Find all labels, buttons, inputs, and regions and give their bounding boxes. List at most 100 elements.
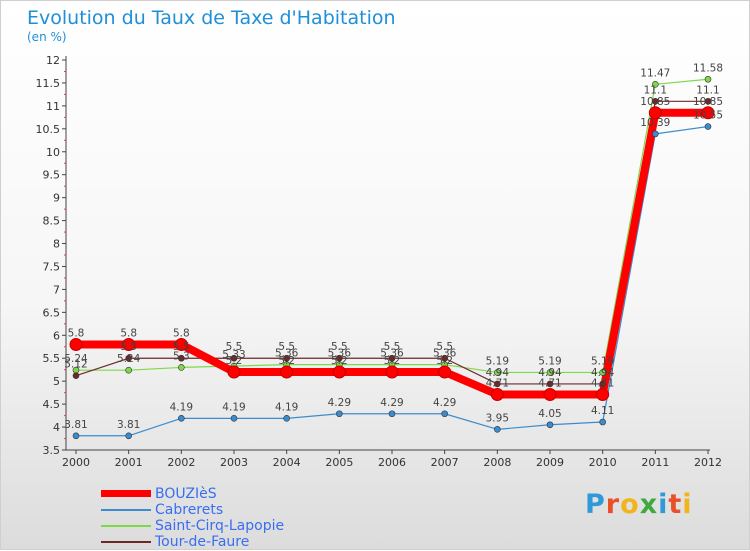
data-label-saint-cirq-lapopie-2005: 5.36 <box>328 348 352 360</box>
point-tour-de-faure-2003 <box>230 354 238 362</box>
point-cabrerets-2004 <box>283 415 290 422</box>
data-label-cabrerets-2001: 3.81 <box>117 419 140 431</box>
data-label-saint-cirq-lapopie-2000: 5.24 <box>64 353 88 365</box>
point-cabrerets-2002 <box>178 415 185 422</box>
y-tick-label-10: 8.5 <box>43 215 61 228</box>
point-tour-de-faure-2012 <box>704 97 712 105</box>
legend-item-bouzies: BOUZIèS <box>101 486 321 502</box>
legend-swatch-tour-de-faure <box>101 541 151 543</box>
y-tick-label-16: 11.5 <box>36 77 61 90</box>
data-label-bouzies-2010: 4.71 <box>591 377 614 389</box>
legend-item-cabrerets: Cabrerets <box>101 502 321 518</box>
y-tick-label-2: 4.5 <box>43 398 61 411</box>
data-label-cabrerets-2003: 4.19 <box>222 401 245 413</box>
point-cabrerets-2003 <box>230 415 238 422</box>
point-cabrerets-2001 <box>125 432 132 440</box>
chart-subtitle: (en %) <box>27 30 67 44</box>
point-bouzies-2009 <box>543 387 557 401</box>
x-tick-label-2001: 2001 <box>115 456 143 469</box>
point-tour-de-faure-2009 <box>546 380 554 388</box>
point-cabrerets-2000 <box>72 432 80 440</box>
data-label-bouzies-2000: 5.8 <box>68 327 85 339</box>
y-tick-label-6: 6.5 <box>43 306 61 319</box>
data-label-tour-de-faure-2005: 5.5 <box>331 341 348 353</box>
data-label-saint-cirq-lapopie-2006: 5.36 <box>380 348 404 360</box>
legend-item-saint-cirq-lapopie: Saint-Cirq-Lapopie <box>101 518 321 534</box>
point-tour-de-faure-2006 <box>388 354 396 362</box>
y-tick-label-1: 4 <box>53 421 60 434</box>
point-cabrerets-2005 <box>336 410 343 418</box>
point-bouzies-2008 <box>490 387 504 401</box>
point-bouzies-2010 <box>596 387 610 401</box>
point-bouzies-2011 <box>648 106 662 120</box>
data-label-bouzies-2009: 4.71 <box>538 377 561 389</box>
x-tick-label-2005: 2005 <box>325 456 353 469</box>
y-tick-label-8: 7.5 <box>43 260 61 273</box>
data-label-bouzies-2002: 5.8 <box>173 327 190 339</box>
chart-legend: BOUZIèS Cabrerets Saint-Cirq-Lapopie Tou… <box>101 486 321 550</box>
point-bouzies-2003 <box>227 365 241 379</box>
x-tick-label-2003: 2003 <box>220 456 248 469</box>
data-label-saint-cirq-lapopie-2003: 5.33 <box>222 349 245 361</box>
data-label-tour-de-faure-2001: 5.5 <box>120 341 137 353</box>
point-tour-de-faure-2001 <box>125 354 132 362</box>
legend-swatch-saint-cirq-lapopie <box>101 525 151 527</box>
data-label-saint-cirq-lapopie-2007: 5.36 <box>433 348 457 360</box>
point-cabrerets-2009 <box>546 421 554 429</box>
point-bouzies-2000 <box>69 337 83 351</box>
y-tick-label-17: 12 <box>46 54 60 67</box>
y-tick-label-7: 7 <box>53 283 60 296</box>
point-bouzies-2005 <box>332 365 346 379</box>
data-label-cabrerets-2006: 4.29 <box>380 397 403 409</box>
point-tour-de-faure-2005 <box>336 354 343 362</box>
y-tick-label-3: 5 <box>53 375 60 388</box>
proxiti-logo: Proxiti <box>585 489 693 520</box>
point-saint-cirq-lapopie-2009 <box>546 369 554 376</box>
y-tick-label-0: 3.5 <box>43 444 61 457</box>
data-label-tour-de-faure-2000: 5.12 <box>64 359 87 371</box>
y-tick-label-15: 11 <box>46 100 60 113</box>
point-saint-cirq-lapopie-2010 <box>599 369 606 376</box>
data-label-cabrerets-2012: 10.55 <box>693 110 723 122</box>
data-label-cabrerets-2007: 4.29 <box>433 397 456 409</box>
data-label-bouzies-2008: 4.71 <box>486 377 509 389</box>
point-tour-de-faure-2002 <box>178 354 185 362</box>
point-bouzies-2007 <box>438 365 452 379</box>
data-label-cabrerets-2004: 4.19 <box>275 401 298 413</box>
x-tick-label-2006: 2006 <box>378 456 406 469</box>
point-tour-de-faure-2000 <box>72 372 80 379</box>
data-label-bouzies-2001: 5.8 <box>120 327 137 339</box>
point-cabrerets-2007 <box>441 410 448 418</box>
point-saint-cirq-lapopie-2012 <box>704 75 712 83</box>
point-cabrerets-2012 <box>704 123 712 130</box>
point-saint-cirq-lapopie-2011 <box>652 81 659 88</box>
data-label-tour-de-faure-2010: 4.94 <box>591 367 615 379</box>
point-bouzies-2001 <box>122 337 136 351</box>
point-cabrerets-2010 <box>599 418 606 426</box>
data-label-tour-de-faure-2012: 11.1 <box>696 84 719 96</box>
legend-label-bouzies: BOUZIèS <box>155 486 217 502</box>
x-tick-label-2010: 2010 <box>589 456 617 469</box>
point-tour-de-faure-2011 <box>652 97 659 105</box>
y-tick-label-14: 10.5 <box>36 123 61 136</box>
y-tick-label-4: 5.5 <box>43 352 61 365</box>
y-tick-label-9: 8 <box>53 238 60 251</box>
point-tour-de-faure-2007 <box>441 354 448 362</box>
legend-label-cabrerets: Cabrerets <box>155 502 224 518</box>
point-cabrerets-2006 <box>388 410 396 418</box>
data-label-cabrerets-2009: 4.05 <box>538 408 561 420</box>
chart-title: Evolution du Taux de Taxe d'Habitation <box>27 7 396 29</box>
data-label-tour-de-faure-2007: 5.5 <box>436 341 453 353</box>
data-label-cabrerets-2005: 4.29 <box>328 397 351 409</box>
data-label-saint-cirq-lapopie-2011: 11.47 <box>640 67 670 79</box>
point-bouzies-2004 <box>280 365 294 379</box>
y-tick-label-12: 9.5 <box>43 169 61 182</box>
x-tick-label-2012: 2012 <box>694 456 722 469</box>
x-tick-label-2000: 2000 <box>62 456 90 469</box>
data-label-saint-cirq-lapopie-2008: 5.19 <box>486 355 509 367</box>
data-label-saint-cirq-lapopie-2001: 5.24 <box>117 353 141 365</box>
point-saint-cirq-lapopie-2008 <box>494 369 501 376</box>
legend-swatch-cabrerets <box>101 509 151 511</box>
x-tick-label-2009: 2009 <box>536 456 564 469</box>
